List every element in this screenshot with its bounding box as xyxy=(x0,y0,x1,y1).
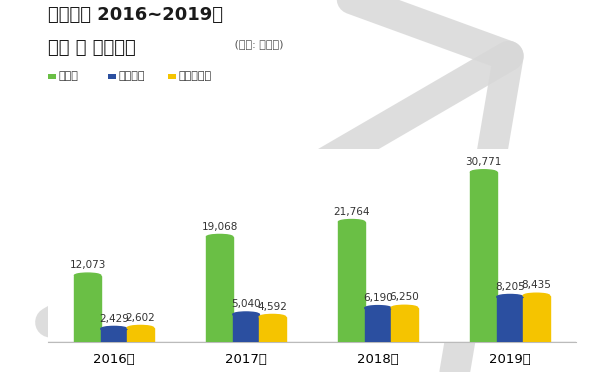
Ellipse shape xyxy=(206,234,233,239)
Ellipse shape xyxy=(497,295,523,299)
Text: 30,771: 30,771 xyxy=(466,157,502,167)
Bar xyxy=(127,328,154,342)
Bar xyxy=(74,276,101,342)
Text: 19,068: 19,068 xyxy=(202,222,238,232)
Text: 6,250: 6,250 xyxy=(389,292,419,302)
Text: 당기순이익: 당기순이익 xyxy=(179,71,212,81)
Text: 8,205: 8,205 xyxy=(495,282,525,292)
Text: 8,435: 8,435 xyxy=(521,280,551,291)
Ellipse shape xyxy=(259,314,286,319)
Ellipse shape xyxy=(470,170,497,174)
Ellipse shape xyxy=(74,273,101,278)
Text: 2,429: 2,429 xyxy=(99,314,129,324)
Ellipse shape xyxy=(338,219,365,224)
Ellipse shape xyxy=(233,312,259,317)
Text: (단위: 백만원): (단위: 백만원) xyxy=(231,39,284,49)
Bar xyxy=(233,314,259,342)
Bar xyxy=(365,308,391,342)
Text: 6,190: 6,190 xyxy=(363,293,393,303)
Ellipse shape xyxy=(365,306,391,311)
Bar xyxy=(259,317,286,342)
Bar xyxy=(391,308,418,342)
Text: 2,602: 2,602 xyxy=(125,312,155,323)
Text: 매출액: 매출액 xyxy=(59,71,79,81)
Text: 영업이익: 영업이익 xyxy=(119,71,145,81)
Text: 12,073: 12,073 xyxy=(70,260,106,270)
Text: 4,592: 4,592 xyxy=(257,302,287,312)
Ellipse shape xyxy=(101,326,127,331)
Bar xyxy=(497,297,523,342)
Text: 5,040: 5,040 xyxy=(231,299,261,309)
Text: 매출 및 영업이익: 매출 및 영업이익 xyxy=(48,39,136,57)
Ellipse shape xyxy=(391,305,418,310)
Bar xyxy=(206,237,233,342)
Text: 21,764: 21,764 xyxy=(334,207,370,217)
Ellipse shape xyxy=(127,326,154,330)
Bar xyxy=(523,296,550,342)
Bar xyxy=(101,329,127,342)
Bar xyxy=(470,172,497,342)
Text: 라온피플 2016~2019년: 라온피플 2016~2019년 xyxy=(48,6,223,23)
Ellipse shape xyxy=(523,293,550,298)
Bar xyxy=(338,222,365,342)
